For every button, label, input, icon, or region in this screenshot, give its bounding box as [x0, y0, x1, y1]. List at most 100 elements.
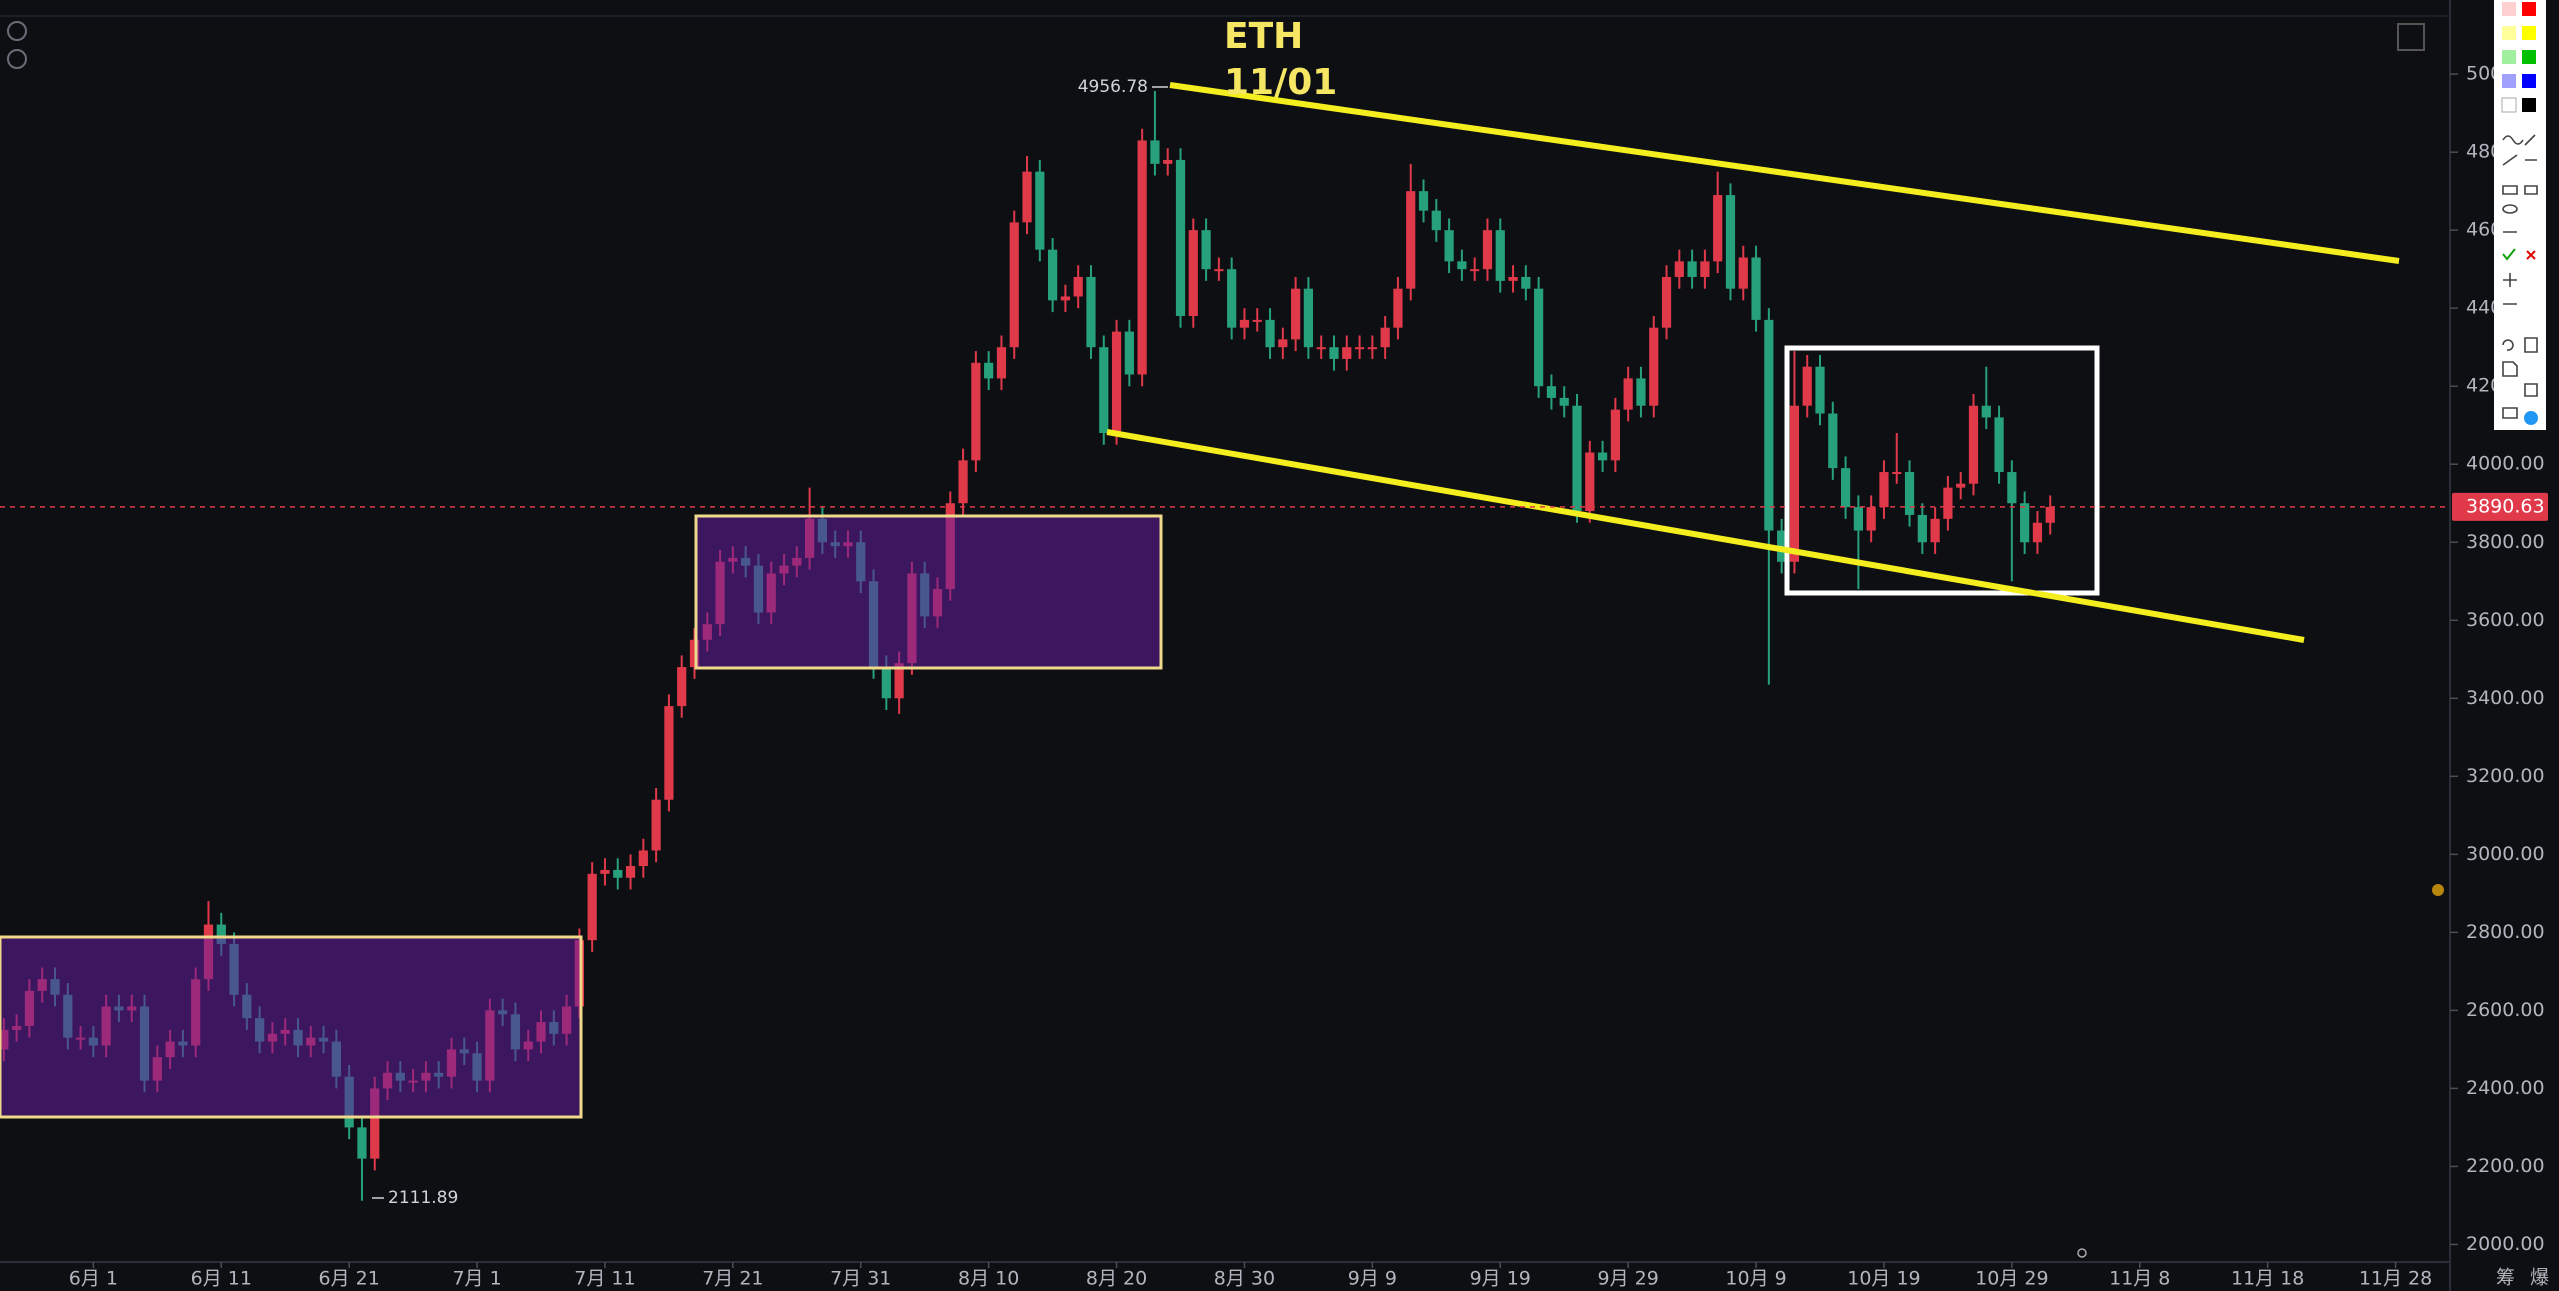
collapse-button[interactable]	[7, 21, 27, 41]
candle-body	[1892, 472, 1902, 475]
candle-body	[1904, 472, 1915, 515]
candle-body	[1700, 261, 1710, 277]
toolbar-panel	[2494, 0, 2546, 430]
x-tick-label: 7月 1	[452, 1268, 501, 1290]
range-box	[694, 514, 1163, 670]
candle-body	[613, 869, 623, 878]
candle-body	[1636, 378, 1646, 406]
candle-body	[1316, 347, 1326, 350]
expand-button[interactable]	[7, 49, 27, 69]
candle-body	[1086, 276, 1096, 348]
color-swatch[interactable]	[2502, 50, 2516, 64]
x-tick-label: 7月 11	[574, 1268, 635, 1290]
x-tick-label: 6月 1	[69, 1268, 118, 1290]
color-swatch[interactable]	[2522, 2, 2536, 16]
candle-body	[1764, 319, 1774, 531]
color-swatch[interactable]	[2502, 26, 2516, 40]
y-tick-label: 3000.00	[2466, 843, 2545, 865]
candle-body	[1521, 276, 1531, 289]
candle-body	[1227, 269, 1237, 328]
range-box	[0, 935, 583, 1119]
annotation: ETH	[1224, 16, 1303, 57]
last-price-box	[2452, 492, 2548, 521]
candle-body	[1239, 319, 1250, 328]
candle-body	[1444, 230, 1454, 262]
candle-body	[216, 924, 226, 945]
candle-body	[1840, 468, 1851, 508]
candle-body	[1495, 230, 1505, 281]
candle-body	[2045, 506, 2055, 523]
candle-body	[984, 362, 994, 379]
candle-body	[625, 866, 636, 878]
tool-icons[interactable]	[2502, 134, 2538, 419]
candle-body	[1278, 339, 1288, 348]
confirm-icon[interactable]	[2502, 248, 2516, 261]
fullscreen-button[interactable]	[2397, 23, 2425, 51]
color-swatch[interactable]	[2522, 98, 2536, 112]
candle-body	[1214, 269, 1224, 272]
candle-body	[1879, 472, 1889, 508]
candle-body	[1623, 378, 1633, 410]
channel-lower	[1106, 429, 2305, 643]
x-tick-label: 8月 20	[1086, 1268, 1147, 1290]
candle-body	[1956, 483, 1966, 488]
candle-body	[1572, 405, 1582, 512]
candle-body	[689, 639, 700, 668]
y-tick-label: 3400.00	[2466, 687, 2545, 709]
x-tick-label: 11月 8	[2109, 1268, 2170, 1290]
delete-icon[interactable]	[2526, 250, 2536, 260]
candle-body	[1661, 276, 1672, 328]
candle-body	[1508, 276, 1518, 281]
x-tick-label: 9月 19	[1470, 1268, 1531, 1290]
candle-body	[1150, 140, 1160, 164]
candle-body	[1418, 191, 1429, 211]
color-swatch[interactable]	[2502, 74, 2516, 88]
annotation: 11/01	[1224, 62, 1337, 103]
info-icon[interactable]	[2524, 411, 2538, 425]
candle-body	[1380, 327, 1390, 348]
candle-body	[1968, 405, 1979, 484]
candle-body	[1406, 191, 1416, 289]
x-tick-label: 10月 19	[1847, 1268, 1920, 1290]
x-tick-label: 11月 18	[2231, 1268, 2304, 1290]
y-tick-label: 2800.00	[2466, 921, 2545, 943]
consolidation-box	[1784, 345, 2100, 596]
candle-body	[1265, 319, 1275, 348]
corner-label[interactable]: 筹	[2496, 1267, 2515, 1289]
candle-body	[1137, 140, 1147, 375]
candle-body	[2007, 472, 2017, 504]
candle-body	[1124, 331, 1134, 375]
x-tick-label: 6月 11	[191, 1268, 252, 1290]
x-tick-label: 7月 31	[830, 1268, 891, 1290]
low-label: 2111.89	[388, 1188, 458, 1208]
candle-body	[1687, 261, 1697, 277]
corner-label[interactable]: 爆	[2530, 1267, 2549, 1289]
color-swatch[interactable]	[2501, 97, 2517, 113]
y-tick-label: 3800.00	[2466, 531, 2545, 553]
x-tick-label: 8月 10	[958, 1268, 1019, 1290]
candle-body	[1367, 347, 1377, 350]
candle-body	[1111, 331, 1122, 434]
y-tick-label: 3200.00	[2466, 765, 2545, 787]
candle-body	[1994, 417, 2004, 473]
candle-body	[1597, 452, 1608, 461]
candle-body	[1943, 487, 1953, 519]
x-tick-label: 6月 21	[319, 1268, 380, 1290]
candle-body	[587, 873, 597, 941]
candle-body	[664, 706, 674, 800]
candle-body	[1099, 347, 1109, 434]
candle-body	[1022, 171, 1032, 223]
color-swatch[interactable]	[2522, 50, 2536, 64]
candle-body	[1482, 230, 1493, 270]
candle-body	[1163, 159, 1173, 164]
candle-body	[1853, 507, 1863, 531]
candle-body	[1738, 257, 1748, 289]
candle-body	[1303, 288, 1314, 348]
color-swatch[interactable]	[2522, 74, 2536, 88]
candle-body	[357, 1127, 367, 1159]
candle-body	[1252, 319, 1262, 322]
color-swatch[interactable]	[2502, 2, 2516, 16]
color-swatch[interactable]	[2522, 26, 2536, 40]
candle-body	[1546, 386, 1557, 398]
